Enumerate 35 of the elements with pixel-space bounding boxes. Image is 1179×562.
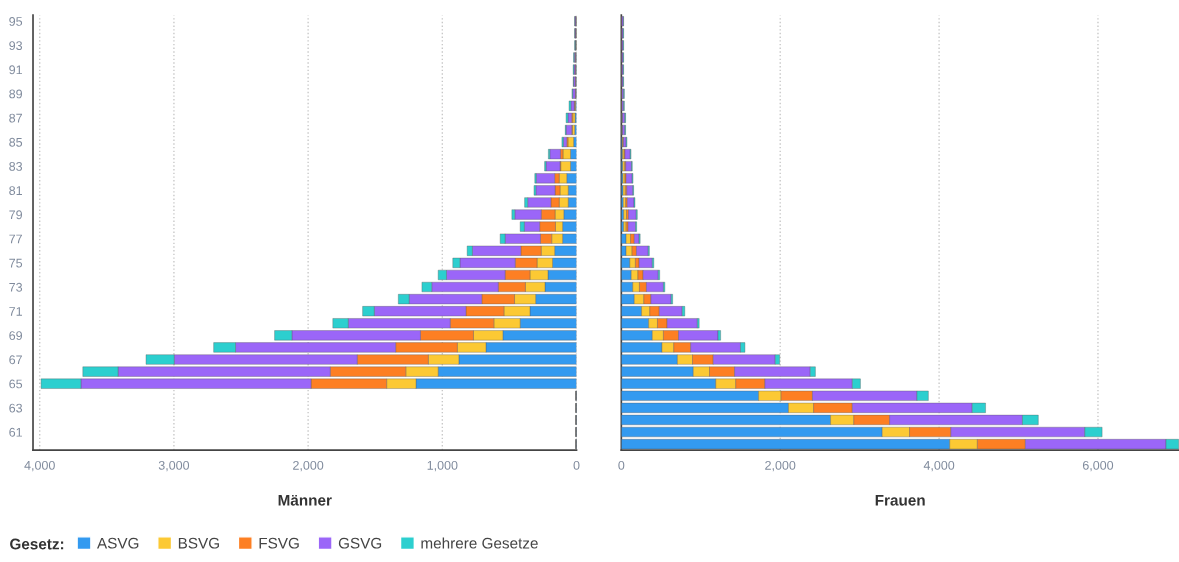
- y-tick-label: 95: [9, 17, 23, 26]
- y-tick-label: 63: [9, 403, 23, 413]
- legend-label: BSVG: [178, 537, 219, 549]
- y-tick-label: 81: [9, 186, 22, 196]
- y-tick-label: 71: [9, 307, 22, 316]
- y-tick-label: 89: [9, 89, 22, 99]
- legend-title: Gesetz:: [10, 538, 64, 550]
- x-tick-label: 6,000: [1082, 460, 1114, 472]
- y-tick-label: 93: [9, 41, 23, 51]
- legend-label: ASVG: [97, 537, 139, 549]
- y-tick-label: 75: [9, 258, 23, 268]
- x-tick-label: 4,000: [24, 460, 55, 472]
- y-tick-label: 73: [9, 282, 23, 292]
- x-axis-title: Männer: [278, 494, 332, 506]
- y-tick-label: 79: [9, 210, 22, 220]
- x-axis-title: Frauen: [875, 495, 925, 506]
- y-tick-label: 77: [9, 234, 22, 244]
- legend-label: mehrere Gesetze: [421, 537, 538, 549]
- y-tick-label: 67: [9, 355, 22, 365]
- y-tick-label: 91: [9, 65, 22, 75]
- x-tick-label: 2,000: [765, 460, 796, 472]
- y-tick-label: 85: [9, 137, 23, 147]
- legend-label: GSVG: [338, 537, 382, 549]
- x-tick-label: 2,000: [293, 460, 324, 472]
- x-tick-label: 4,000: [923, 460, 955, 472]
- legend-label: FSVG: [259, 537, 299, 549]
- x-tick-label: 0: [618, 460, 625, 470]
- x-tick-label: 0: [573, 460, 580, 470]
- x-tick-label: 1,000: [427, 460, 458, 472]
- y-tick-label: 83: [9, 162, 23, 171]
- y-tick-label: 87: [9, 113, 22, 123]
- y-tick-label: 61: [9, 427, 22, 437]
- x-tick-label: 3,000: [158, 460, 190, 472]
- y-tick-label: 65: [9, 379, 23, 389]
- y-tick-label: 69: [9, 331, 22, 341]
